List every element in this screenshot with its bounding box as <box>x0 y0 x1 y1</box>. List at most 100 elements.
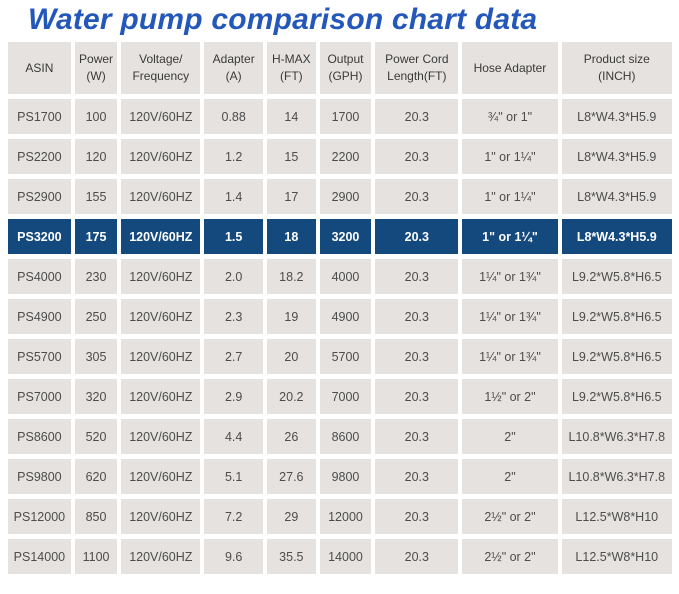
table-cell-power: 100 <box>74 99 118 134</box>
table-row: PS7000 320 120V/60HZ 2.9 20.2 7000 20.3 1½" or … <box>8 379 672 414</box>
table-cell-asin: PS1700 <box>8 99 71 134</box>
table-row: PS12000 850 120V/60HZ 7.2 29 12000 20.3 2½" or … <box>8 499 672 534</box>
table-cell-output: 8600 <box>319 419 372 454</box>
table-cell-asin: PS14000 <box>8 539 71 574</box>
table-cell-power: 175 <box>74 219 118 254</box>
table-cell-adapter: 7.2 <box>204 499 264 534</box>
table-cell-hose-adapter: 1¼" or 1¾" <box>462 259 558 294</box>
table-cell-h-max: 14 <box>267 99 316 134</box>
table-cell-output: 4000 <box>319 259 372 294</box>
table-cell-output: 5700 <box>319 339 372 374</box>
table-cell-power-cord-length: 20.3 <box>375 99 459 134</box>
table-cell-adapter: 1.5 <box>204 219 264 254</box>
table-cell-power: 305 <box>74 339 118 374</box>
table-cell-product-size: L9.2*W5.8*H6.5 <box>561 379 672 414</box>
table-cell-h-max: 29 <box>267 499 316 534</box>
table-cell-asin: PS2200 <box>8 139 71 174</box>
table-cell-output: 2900 <box>319 179 372 214</box>
table-cell-power-cord-length: 20.3 <box>375 219 459 254</box>
table-cell-h-max: 17 <box>267 179 316 214</box>
column-header-power: Power (W) <box>74 42 118 94</box>
table-cell-power: 250 <box>74 299 118 334</box>
table-cell-product-size: L8*W4.3*H5.9 <box>561 139 672 174</box>
table-cell-asin: PS7000 <box>8 379 71 414</box>
table-cell-voltage-frequency: 120V/60HZ <box>121 419 201 454</box>
table-cell-adapter: 1.4 <box>204 179 264 214</box>
column-header-hose-adapter: Hose Adapter <box>462 42 558 94</box>
table-cell-product-size: L12.5*W8*H10 <box>561 499 672 534</box>
table-cell-hose-adapter: 1" or 1¼" <box>462 139 558 174</box>
table-cell-h-max: 18.2 <box>267 259 316 294</box>
table-cell-power: 320 <box>74 379 118 414</box>
table-cell-output: 3200 <box>319 219 372 254</box>
comparison-table: ASIN Power (W) Voltage/ Frequency Adapter (… <box>4 37 676 579</box>
table-cell-h-max: 15 <box>267 139 316 174</box>
table-cell-output: 7000 <box>319 379 372 414</box>
table-cell-asin: PS8600 <box>8 419 71 454</box>
table-cell-h-max: 35.5 <box>267 539 316 574</box>
table-row: PS5700 305 120V/60HZ 2.7 20 5700 20.3 1¼" or 1¾… <box>8 339 672 374</box>
column-header-output: Output (GPH) <box>319 42 372 94</box>
table-cell-adapter: 9.6 <box>204 539 264 574</box>
table-cell-h-max: 19 <box>267 299 316 334</box>
table-cell-hose-adapter: 1¼" or 1¾" <box>462 299 558 334</box>
table-cell-power-cord-length: 20.3 <box>375 299 459 334</box>
table-cell-output: 14000 <box>319 539 372 574</box>
table-cell-product-size: L12.5*W8*H10 <box>561 539 672 574</box>
table-cell-power: 1100 <box>74 539 118 574</box>
table-cell-h-max: 26 <box>267 419 316 454</box>
table-row: PS3200 175 120V/60HZ 1.5 18 3200 20.3 1" or 1¼"… <box>8 219 672 254</box>
table-cell-voltage-frequency: 120V/60HZ <box>121 259 201 294</box>
table-cell-product-size: L8*W4.3*H5.9 <box>561 99 672 134</box>
table-cell-asin: PS2900 <box>8 179 71 214</box>
table-cell-output: 12000 <box>319 499 372 534</box>
table-cell-h-max: 27.6 <box>267 459 316 494</box>
table-cell-adapter: 2.7 <box>204 339 264 374</box>
table-cell-power-cord-length: 20.3 <box>375 339 459 374</box>
table-cell-hose-adapter: 2½" or 2" <box>462 539 558 574</box>
table-cell-adapter: 5.1 <box>204 459 264 494</box>
table-cell-product-size: L10.8*W6.3*H7.8 <box>561 419 672 454</box>
table-cell-product-size: L9.2*W5.8*H6.5 <box>561 299 672 334</box>
table-cell-power: 155 <box>74 179 118 214</box>
table-cell-power: 230 <box>74 259 118 294</box>
header-row: ASIN Power (W) Voltage/ Frequency Adapter (… <box>8 42 672 94</box>
column-header-adapter: Adapter (A) <box>204 42 264 94</box>
table-row: PS8600 520 120V/60HZ 4.4 26 8600 20.3 2" L10.8*W… <box>8 419 672 454</box>
table-row: PS2900 155 120V/60HZ 1.4 17 2900 20.3 1" or 1¼"… <box>8 179 672 214</box>
table-cell-voltage-frequency: 120V/60HZ <box>121 459 201 494</box>
table-cell-voltage-frequency: 120V/60HZ <box>121 339 201 374</box>
table-cell-hose-adapter: 1½" or 2" <box>462 379 558 414</box>
table-cell-voltage-frequency: 120V/60HZ <box>121 539 201 574</box>
table-cell-adapter: 2.3 <box>204 299 264 334</box>
table-cell-voltage-frequency: 120V/60HZ <box>121 99 201 134</box>
table-cell-power-cord-length: 20.3 <box>375 459 459 494</box>
table-cell-asin: PS5700 <box>8 339 71 374</box>
table-cell-product-size: L8*W4.3*H5.9 <box>561 179 672 214</box>
table-cell-power: 850 <box>74 499 118 534</box>
table-cell-power: 620 <box>74 459 118 494</box>
table-cell-voltage-frequency: 120V/60HZ <box>121 139 201 174</box>
table-cell-power-cord-length: 20.3 <box>375 179 459 214</box>
table-cell-power: 120 <box>74 139 118 174</box>
column-header-power-cord-length: Power Cord Length(FT) <box>375 42 459 94</box>
table-cell-hose-adapter: 1¼" or 1¾" <box>462 339 558 374</box>
table-cell-power-cord-length: 20.3 <box>375 379 459 414</box>
table-cell-output: 2200 <box>319 139 372 174</box>
column-header-h-max: H-MAX (FT) <box>267 42 316 94</box>
table-cell-voltage-frequency: 120V/60HZ <box>121 179 201 214</box>
table-cell-hose-adapter: 2" <box>462 419 558 454</box>
table-cell-output: 9800 <box>319 459 372 494</box>
table-cell-power-cord-length: 20.3 <box>375 499 459 534</box>
table-cell-adapter: 2.0 <box>204 259 264 294</box>
table-body: PS1700 100 120V/60HZ 0.88 14 1700 20.3 ¾" or 1"… <box>8 99 672 574</box>
table-cell-h-max: 20 <box>267 339 316 374</box>
table-cell-power-cord-length: 20.3 <box>375 419 459 454</box>
table-cell-product-size: L9.2*W5.8*H6.5 <box>561 339 672 374</box>
table-cell-power-cord-length: 20.3 <box>375 259 459 294</box>
column-header-asin: ASIN <box>8 42 71 94</box>
table-cell-power: 520 <box>74 419 118 454</box>
page-title: Water pump comparison chart data <box>28 3 538 36</box>
table-row: PS1700 100 120V/60HZ 0.88 14 1700 20.3 ¾" or 1"… <box>8 99 672 134</box>
table-cell-voltage-frequency: 120V/60HZ <box>121 219 201 254</box>
